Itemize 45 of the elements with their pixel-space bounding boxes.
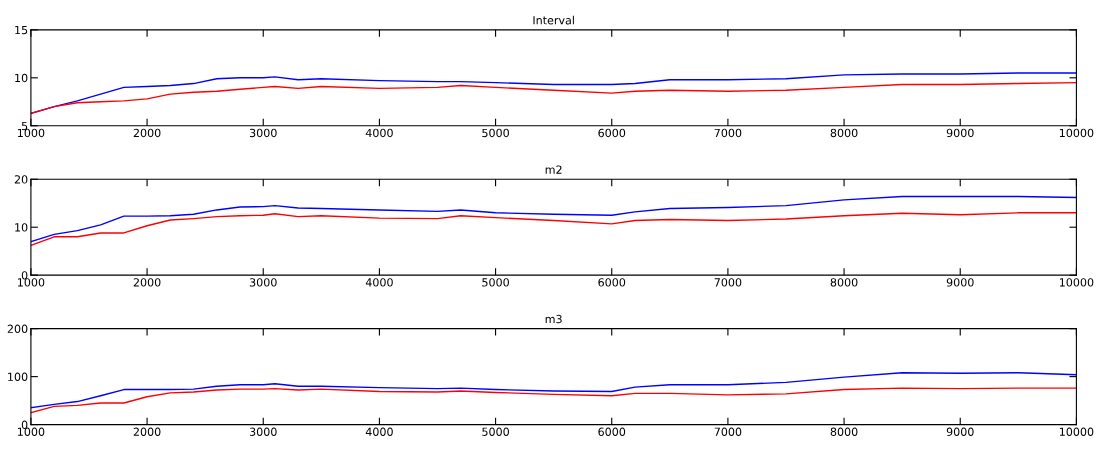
line-series [30,81,1077,114]
x-tick-label: 7000 [714,128,742,138]
x-tick-label: 6000 [598,427,626,436]
x-tick-label: 4000 [365,278,393,287]
x-tick-label: 2000 [133,128,161,138]
chart-title: m2 [545,165,562,174]
chart-title: m3 [545,314,562,324]
x-tick-label: 3000 [249,427,277,436]
x-tick-label: 9000 [946,427,974,436]
line-series [30,195,1077,243]
y-tick-label: 15 [15,25,28,35]
line-series [30,372,1077,409]
y-tick-label: 20 [14,175,28,184]
x-tick-label: 1000 [17,427,45,436]
x-tick-label: 8000 [830,278,858,287]
chart-title: Interval [533,15,574,25]
x-tick-label: 7000 [714,427,742,436]
x-tick-label: 5000 [482,278,509,287]
x-tick-label: 9000 [946,278,974,287]
line-series [30,212,1077,247]
x-tick-label: 9000 [946,128,974,138]
x-tick-label: 5000 [482,128,509,138]
x-tick-label: 4000 [365,427,393,436]
y-tick-label: 100 [8,372,28,381]
x-tick-label: 10000 [1059,427,1094,436]
y-tick-label: 10 [15,73,28,83]
x-tick-label: 5000 [482,427,509,436]
x-tick-label: 6000 [598,128,626,138]
x-tick-label: 7000 [714,278,742,287]
y-tick-label: 10 [15,223,28,232]
x-tick-label: 10000 [1059,278,1094,287]
y-tick-label: 200 [7,324,28,334]
x-tick-label: 2000 [133,278,161,287]
x-tick-label: 3000 [249,278,277,287]
x-tick-label: 10000 [1059,128,1094,138]
line-series [30,387,1077,414]
x-tick-label: 8000 [830,128,858,138]
x-tick-label: 6000 [598,278,626,287]
x-tick-label: 3000 [249,128,277,138]
x-tick-label: 8000 [830,427,858,436]
y-tick-label: 0 [21,420,28,429]
x-tick-label: 4000 [365,128,393,138]
x-tick-label: 2000 [133,427,161,436]
y-tick-label: 0 [21,271,28,280]
x-tick-label: 1000 [17,278,45,287]
